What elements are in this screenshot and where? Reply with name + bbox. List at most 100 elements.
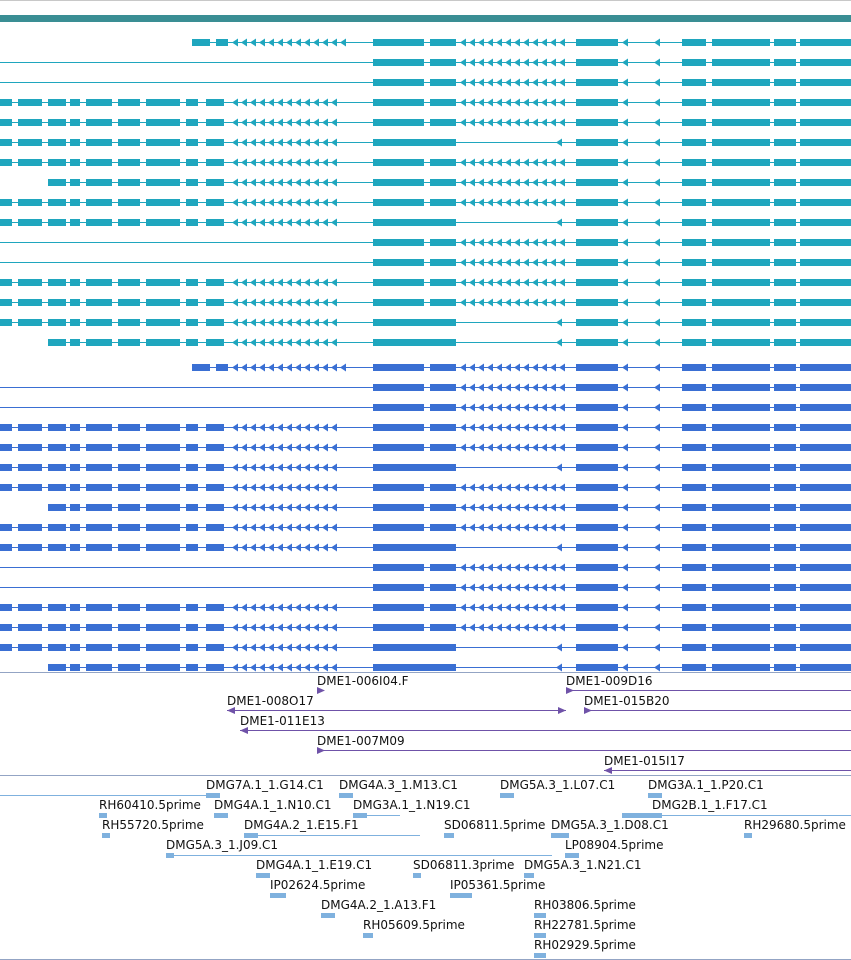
exon-block	[206, 199, 224, 206]
est-feature[interactable]: DMG7A.1_1.G14.C1	[0, 778, 324, 798]
exon-block	[48, 484, 66, 491]
strand-arrow-mark	[304, 363, 310, 372]
transcript-row-blue[interactable]	[0, 603, 851, 612]
est-feature[interactable]: LP08904.5prime	[565, 838, 664, 858]
exon-block	[774, 79, 796, 86]
transcript-row-teal[interactable]	[0, 58, 851, 67]
est-block	[363, 933, 373, 938]
exon-block	[118, 319, 140, 326]
clone-feature[interactable]: DME1-008O17	[227, 694, 566, 714]
transcript-row-blue[interactable]	[0, 583, 851, 592]
strand-arrow-mark	[487, 503, 493, 512]
exon-block	[576, 624, 618, 631]
strand-arrow-mark	[277, 198, 283, 207]
transcript-row-blue[interactable]	[192, 363, 851, 372]
transcript-row-blue[interactable]	[0, 463, 851, 472]
exon-block	[373, 564, 424, 571]
strand-arrow-mark	[331, 443, 337, 452]
transcript-row-blue[interactable]	[0, 483, 851, 492]
exon-block	[48, 524, 66, 531]
est-feature[interactable]: IP02624.5prime	[270, 878, 365, 898]
est-feature[interactable]: RH29680.5prime	[744, 818, 846, 838]
transcript-row-blue[interactable]	[0, 543, 851, 552]
est-feature[interactable]: DMG3A.1_1.P20.C1	[648, 778, 764, 798]
est-feature[interactable]: DMG4A.1_1.E19.C1	[256, 858, 372, 878]
exon-block	[373, 424, 424, 431]
est-feature[interactable]: DMG5A.3_1.L07.C1	[500, 778, 615, 798]
transcript-row-teal[interactable]	[0, 218, 851, 227]
clone-feature[interactable]: DME1-015I17	[604, 754, 851, 774]
est-feature[interactable]: DMG5A.3_1.J09.C1	[166, 838, 552, 858]
strand-arrow-mark	[232, 318, 238, 327]
strand-arrow-mark	[286, 178, 292, 187]
transcript-row-teal[interactable]	[192, 38, 851, 47]
est-feature[interactable]: DMG4A.2_1.A13.F1	[321, 898, 436, 918]
transcript-row-blue[interactable]	[0, 443, 851, 452]
transcript-row-teal[interactable]	[0, 238, 851, 247]
transcript-row-blue[interactable]	[0, 403, 851, 412]
strand-arrow-mark	[259, 198, 265, 207]
est-feature[interactable]: SD06811.3prime	[413, 858, 514, 878]
clone-feature[interactable]: DME1-007M09	[317, 734, 851, 754]
est-feature[interactable]: RH60410.5prime	[99, 798, 201, 818]
transcript-row-blue[interactable]	[0, 423, 851, 432]
strand-arrow-mark	[250, 523, 256, 532]
est-feature[interactable]: DMG4A.1_1.N10.C1	[214, 798, 332, 818]
clone-label: DME1-009D16	[566, 674, 653, 688]
exon-block	[48, 424, 66, 431]
strand-arrow-mark	[313, 218, 319, 227]
strand-arrow-mark	[514, 363, 520, 372]
est-feature[interactable]: DMG5A.3_1.D08.C1	[551, 818, 669, 838]
transcript-row-teal[interactable]	[48, 338, 851, 347]
strand-arrow-mark	[322, 278, 328, 287]
transcript-row-teal[interactable]	[0, 138, 851, 147]
transcript-row-blue[interactable]	[48, 663, 851, 672]
est-feature[interactable]: RH02929.5prime	[534, 938, 636, 958]
est-feature[interactable]: DMG5A.3_1.N21.C1	[524, 858, 642, 878]
strand-arrow-mark	[487, 118, 493, 127]
transcript-row-teal[interactable]	[0, 318, 851, 327]
strand-arrow-mark	[322, 663, 328, 672]
est-feature[interactable]: DMG4A.3_1.M13.C1	[339, 778, 458, 798]
est-feature[interactable]: RH03806.5prime	[534, 898, 636, 918]
transcript-row-teal[interactable]	[0, 158, 851, 167]
exon-block	[86, 624, 112, 631]
exon-block	[682, 404, 706, 411]
est-feature[interactable]: SD06811.5prime	[444, 818, 545, 838]
exon-block	[800, 424, 851, 431]
transcript-row-teal[interactable]	[48, 178, 851, 187]
est-feature[interactable]: RH22781.5prime	[534, 918, 636, 938]
transcript-row-blue[interactable]	[48, 503, 851, 512]
transcript-row-teal[interactable]	[0, 118, 851, 127]
strand-arrow-mark	[241, 38, 247, 47]
transcript-row-teal[interactable]	[0, 198, 851, 207]
strand-arrow-mark	[541, 258, 547, 267]
est-feature[interactable]: DMG3A.1_1.N19.C1	[353, 798, 471, 818]
strand-arrow-mark	[250, 298, 256, 307]
transcript-row-teal[interactable]	[0, 98, 851, 107]
transcript-row-blue[interactable]	[0, 523, 851, 532]
transcript-row-blue[interactable]	[0, 623, 851, 632]
transcript-row-blue[interactable]	[0, 383, 851, 392]
strand-arrow-mark	[622, 138, 628, 147]
est-feature[interactable]: DMG4A.2_1.E15.F1	[244, 818, 420, 838]
transcript-row-blue[interactable]	[0, 563, 851, 572]
clone-feature[interactable]: DME1-011E13	[240, 714, 851, 734]
strand-arrow-mark	[259, 363, 265, 372]
exon-block	[682, 424, 706, 431]
strand-arrow-mark	[487, 58, 493, 67]
exon-block	[373, 219, 456, 226]
transcript-row-teal[interactable]	[0, 298, 851, 307]
clone-feature[interactable]: DME1-006I04.F	[317, 674, 409, 694]
transcript-row-teal[interactable]	[0, 78, 851, 87]
est-feature[interactable]: DMG2B.1_1.F17.C1	[622, 798, 851, 818]
clone-feature[interactable]: DME1-015B20	[584, 694, 851, 714]
exon-block	[774, 319, 796, 326]
est-feature[interactable]: IP05361.5prime	[450, 878, 545, 898]
transcript-row-teal[interactable]	[0, 258, 851, 267]
clone-feature[interactable]: DME1-009D16	[566, 674, 851, 694]
est-feature[interactable]: RH05609.5prime	[363, 918, 465, 938]
transcript-row-teal[interactable]	[0, 278, 851, 287]
transcript-row-blue[interactable]	[0, 643, 851, 652]
est-feature[interactable]: RH55720.5prime	[102, 818, 204, 838]
